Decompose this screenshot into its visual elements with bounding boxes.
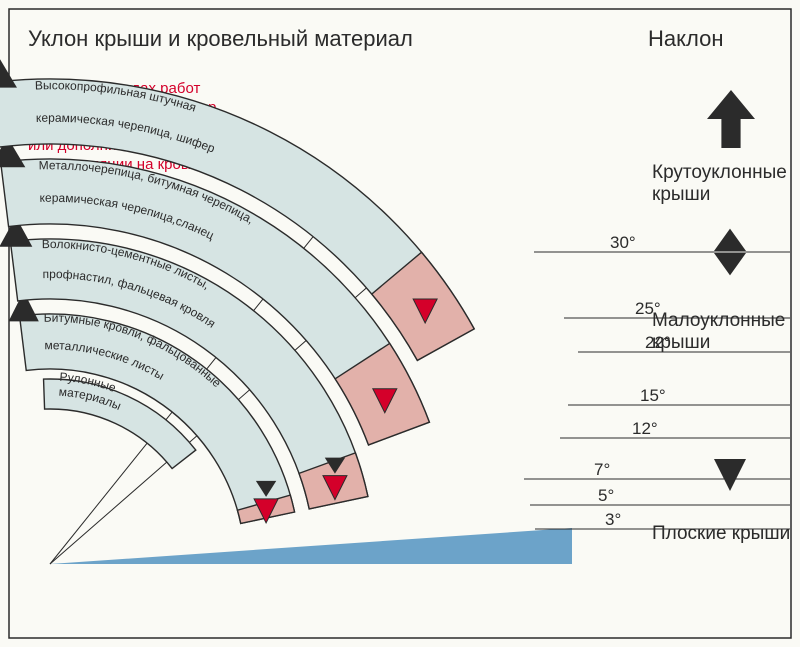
marker-down-triangle-icon: [714, 459, 746, 491]
category-label: Малоуклонные: [652, 310, 785, 331]
category-label: крыши: [652, 184, 710, 205]
category-label: Плоские крыши: [652, 523, 790, 544]
angle-label: 5°: [598, 486, 614, 505]
category-label: крыши: [652, 332, 710, 353]
angle-label: 30°: [610, 233, 636, 252]
angle-label: 3°: [605, 510, 621, 529]
angle-label: 15°: [640, 386, 666, 405]
arrow-up-icon: [707, 90, 755, 148]
marker-down-triangle-icon: [714, 253, 746, 275]
title-main: Уклон крыши и кровельный материал: [28, 26, 413, 51]
base-wedge: [50, 528, 572, 564]
angle-label: 12°: [632, 419, 658, 438]
angle-label: 7°: [594, 460, 610, 479]
marker-up-triangle-icon: [714, 229, 746, 251]
title-incline: Наклон: [648, 26, 723, 51]
diagram-root: Уклон крыши и кровельный материал Наклон П…: [0, 0, 800, 647]
category-label: Крутоуклонные: [652, 162, 787, 183]
